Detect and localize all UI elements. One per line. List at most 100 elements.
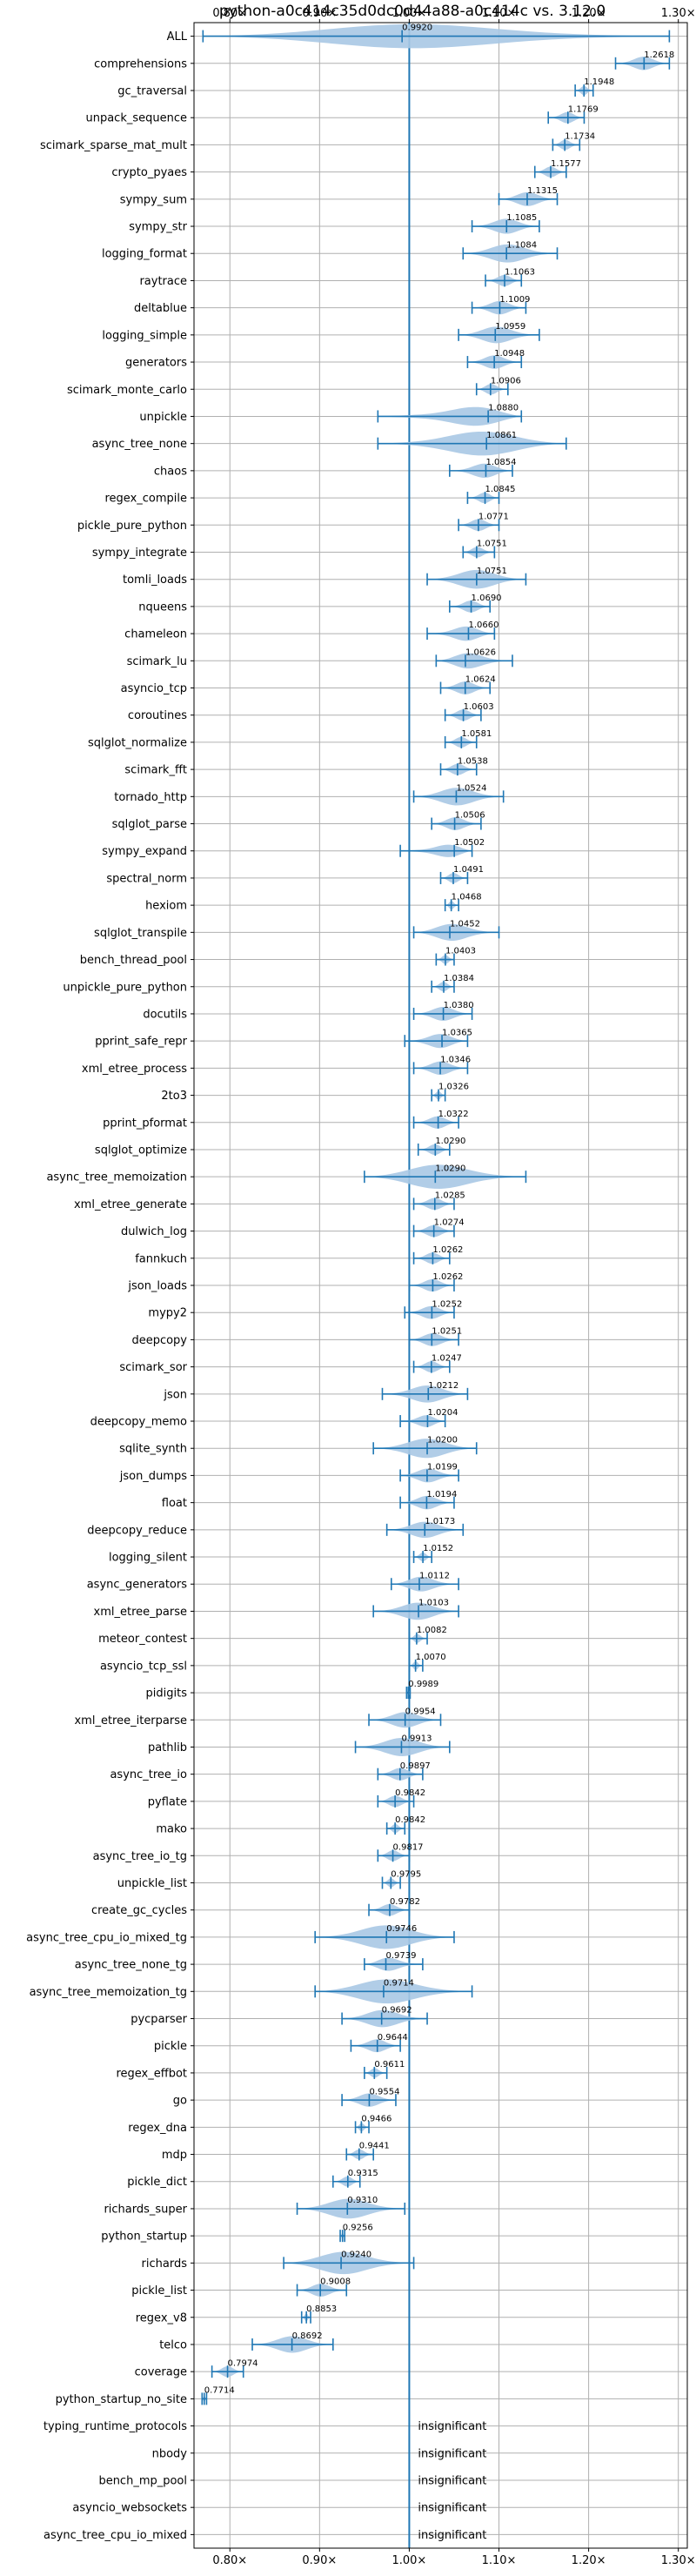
- violin-value-label: 1.0070: [416, 1653, 446, 1662]
- x-tick-label-top: 0.80×: [212, 7, 247, 20]
- violin-value-label: 0.9441: [359, 2142, 390, 2151]
- benchmark-label: regex_v8: [136, 2311, 187, 2324]
- violin-value-label: 0.7974: [228, 2358, 258, 2368]
- violin-value-label: 1.1948: [584, 77, 614, 87]
- benchmark-label: pprint_safe_repr: [95, 1036, 187, 1049]
- benchmark-label: async_generators: [87, 1579, 188, 1592]
- x-tick-label-bottom: 0.90×: [302, 2554, 337, 2567]
- benchmark-label: unpickle_list: [117, 1877, 187, 1890]
- benchmark-label: fannkuch: [135, 1252, 187, 1265]
- violin-value-label: 1.0538: [458, 756, 488, 766]
- x-tick-label-top: 1.30×: [661, 7, 696, 20]
- violin-value-label: 1.0751: [477, 540, 507, 549]
- benchmark-label: unpack_sequence: [85, 112, 187, 125]
- violin-value-label: 1.1063: [505, 268, 535, 278]
- violin-value-label: 1.0380: [444, 1001, 474, 1010]
- violin-value-label: 1.0200: [427, 1435, 458, 1445]
- violin-value-label: 1.1315: [527, 186, 558, 196]
- benchmark-label: sympy_sum: [120, 193, 187, 206]
- violin-value-label: 1.0603: [464, 702, 494, 712]
- benchmark-label: float: [162, 1497, 187, 1510]
- violin-value-label: 1.0880: [488, 404, 519, 413]
- x-tick-label-top: 0.90×: [302, 7, 337, 20]
- benchmark-label: gc_traversal: [117, 85, 187, 98]
- benchmark-label: pickle_dict: [127, 2176, 187, 2189]
- violin-value-label: 0.9989: [408, 1680, 438, 1689]
- benchmark-label: sympy_str: [129, 221, 187, 234]
- violin-value-label: 0.9714: [384, 1978, 414, 1988]
- violin-value-label: 0.9897: [400, 1761, 431, 1771]
- benchmark-label: mako: [156, 1823, 187, 1836]
- violin-value-label: 1.0112: [419, 1571, 450, 1580]
- benchmark-label: ALL: [167, 30, 188, 44]
- benchmark-label: pyflate: [148, 1795, 187, 1808]
- benchmark-label: scimark_monte_carlo: [67, 384, 187, 397]
- benchmark-label: coroutines: [128, 709, 187, 722]
- benchmark-label: deltablue: [134, 302, 187, 315]
- violin-value-label: 0.9644: [378, 2033, 408, 2043]
- benchmark-label: asyncio_tcp: [121, 682, 187, 695]
- violin-value-label: 1.1577: [551, 159, 581, 169]
- benchmark-label: pickle_list: [131, 2284, 187, 2298]
- violin-value-label: 1.0403: [445, 947, 476, 956]
- benchmark-label: coverage: [135, 2366, 187, 2379]
- insignificant-label: insignificant: [418, 2447, 486, 2460]
- benchmark-label: chaos: [154, 465, 187, 478]
- benchmark-label: sqlglot_transpile: [94, 927, 187, 940]
- benchmark-label: sympy_expand: [102, 845, 187, 858]
- benchmark-label: unpickle: [139, 411, 187, 424]
- violin-value-label: 1.0581: [461, 729, 492, 739]
- benchmark-label: nqueens: [138, 600, 187, 614]
- benchmark-label: meteor_contest: [98, 1633, 187, 1646]
- violin-value-label: 1.0506: [455, 811, 485, 821]
- violin-value-label: 0.8853: [306, 2304, 337, 2314]
- x-tick-label-bottom: 0.80×: [212, 2554, 247, 2567]
- violin-value-label: 1.0082: [417, 1626, 447, 1635]
- benchmark-label: async_tree_none: [92, 438, 187, 451]
- benchmark-label: scimark_sparse_mat_mult: [40, 139, 187, 152]
- benchmark-label: sqlglot_normalize: [88, 736, 187, 749]
- x-tick-label-top: 1.20×: [572, 7, 606, 20]
- benchmark-label: scimark_lu: [127, 655, 187, 668]
- violin-value-label: 0.9842: [395, 1788, 425, 1798]
- violin-value-label: 0.9310: [347, 2196, 378, 2205]
- benchmark-label: pathlib: [148, 1741, 187, 1754]
- benchmark-label: richards: [142, 2257, 188, 2271]
- violin-value-label: 1.0173: [425, 1517, 455, 1526]
- violin-value-label: 1.0251: [432, 1327, 462, 1337]
- violin-value-label: 1.0524: [456, 783, 486, 793]
- x-tick-label-bottom: 1.20×: [572, 2554, 606, 2567]
- insignificant-label: insignificant: [418, 2502, 486, 2515]
- benchmark-label: unpickle_pure_python: [63, 981, 187, 994]
- benchmark-label: xml_etree_parse: [94, 1606, 187, 1619]
- benchmark-label: pickle: [154, 2040, 187, 2053]
- benchmark-label: asyncio_tcp_ssl: [100, 1660, 187, 1673]
- violin-value-label: 0.9795: [391, 1870, 421, 1880]
- benchmark-label: regex_compile: [104, 493, 187, 506]
- violin-value-label: 0.9692: [382, 2006, 412, 2016]
- benchmark-label: bench_mp_pool: [98, 2474, 187, 2487]
- benchmark-label: python_startup: [101, 2231, 187, 2244]
- violin-value-label: 0.7714: [204, 2386, 235, 2396]
- violin-value-label: 1.1084: [506, 240, 537, 250]
- marks-layer: [201, 23, 671, 2548]
- violin-value-label: 1.0660: [468, 621, 499, 630]
- benchmark-label: xml_etree_process: [82, 1063, 187, 1076]
- benchmark-label: deepcopy: [131, 1334, 187, 1347]
- benchmark-label: mypy2: [148, 1307, 187, 1320]
- benchmark-label: sqlglot_parse: [112, 818, 187, 831]
- violin-value-label: 1.0468: [452, 892, 482, 902]
- insignificant-label: insignificant: [418, 2474, 486, 2487]
- benchmark-label: xml_etree_generate: [74, 1198, 187, 1211]
- violin-value-label: 1.0285: [435, 1191, 465, 1201]
- benchmark-label: xml_etree_iterparse: [74, 1714, 187, 1727]
- benchmark-label: richards_super: [104, 2203, 187, 2216]
- violin-value-label: 1.0103: [418, 1599, 449, 1608]
- violin-value-label: 1.0326: [438, 1083, 469, 1092]
- benchmark-label: asyncio_websockets: [72, 2502, 187, 2515]
- benchmark-label: typing_runtime_protocols: [44, 2420, 187, 2433]
- violin-value-label: 1.0959: [495, 322, 525, 332]
- benchmark-label: async_tree_cpu_io_mixed: [44, 2529, 187, 2542]
- violin-value-label: 0.9817: [393, 1842, 424, 1852]
